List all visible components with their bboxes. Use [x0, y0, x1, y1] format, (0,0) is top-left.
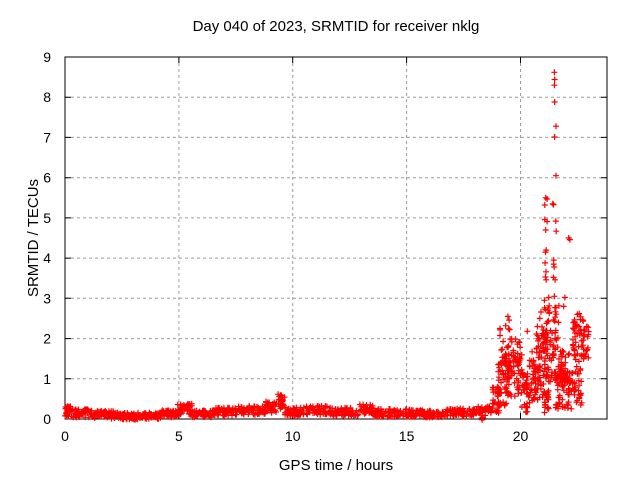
scatter-band-points	[62, 302, 592, 423]
tick-labels: 0 5 10 15 20 0 1 2 3 4 5 6 7 8 9	[43, 49, 528, 444]
x-tick-label: 20	[513, 428, 529, 444]
y-tick-label: 1	[43, 371, 51, 387]
y-tick-label: 8	[43, 89, 51, 105]
x-tick-label: 5	[175, 428, 183, 444]
y-tick-label: 3	[43, 290, 51, 306]
axis-ticks	[64, 56, 607, 420]
y-tick-label: 0	[43, 411, 51, 427]
y-tick-label: 5	[43, 210, 51, 226]
scatter-series	[62, 69, 592, 423]
scatter-peak-points	[478, 69, 584, 423]
plot-border	[64, 56, 608, 420]
x-tick-label: 15	[399, 428, 415, 444]
tick-marks-path	[64, 56, 607, 420]
y-axis-label: SRMTID / TECUs	[25, 179, 42, 297]
x-tick-label: 10	[285, 428, 301, 444]
y-tick-label: 2	[43, 331, 51, 347]
y-tick-label: 4	[43, 250, 51, 266]
y-tick-label: 7	[43, 129, 51, 145]
x-axis-label: GPS time / hours	[279, 457, 393, 474]
gridlines	[65, 57, 607, 419]
chart-title: Day 040 of 2023, SRMTID for receiver nkl…	[193, 18, 480, 35]
x-tick-label: 0	[61, 428, 69, 444]
y-tick-label: 9	[43, 49, 51, 65]
y-tick-label: 6	[43, 170, 51, 186]
grid-path	[65, 57, 607, 419]
